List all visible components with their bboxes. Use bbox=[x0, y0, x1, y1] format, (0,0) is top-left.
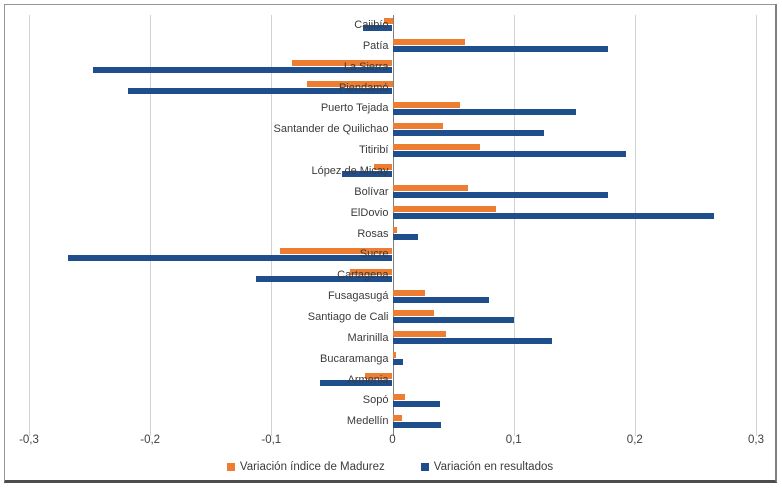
resultados-bar bbox=[392, 317, 514, 324]
resultados-bar bbox=[392, 233, 418, 240]
resultados-bar bbox=[363, 25, 393, 32]
plot-area: Cajibío Patía La Sierra Piendamó Puerto Teja… bbox=[29, 15, 757, 436]
madurez-bar bbox=[392, 289, 426, 296]
category-label: Sucre bbox=[359, 248, 389, 261]
resultados-bar bbox=[255, 275, 393, 282]
x-tick-label: 0,1 bbox=[505, 434, 522, 446]
resultados-bar bbox=[392, 213, 714, 220]
category-label: Santiago de Cali bbox=[307, 310, 389, 323]
madurez-bar bbox=[392, 143, 480, 150]
category-label: Rosas bbox=[357, 227, 389, 240]
gridline bbox=[29, 15, 30, 436]
gridline bbox=[271, 15, 273, 436]
resultados-bar bbox=[392, 192, 609, 199]
category-label: Patía bbox=[362, 39, 389, 52]
madurez-bar bbox=[392, 226, 398, 233]
gridline bbox=[634, 15, 636, 436]
resultados-bar bbox=[392, 296, 490, 303]
category-label: Medellín bbox=[346, 415, 389, 428]
figure-frame: Cajibío Patía La Sierra Piendamó Puerto Teja… bbox=[4, 4, 777, 483]
category-label: Titiribí bbox=[358, 144, 389, 157]
gridline bbox=[756, 15, 757, 436]
zero-axis-line bbox=[392, 15, 394, 436]
category-label: ElDovio bbox=[350, 206, 389, 219]
madurez-bar bbox=[392, 185, 468, 192]
x-tick-label: -0,1 bbox=[261, 434, 282, 446]
madurez-bar bbox=[279, 247, 393, 254]
category-label: Bucaramanga bbox=[320, 352, 389, 365]
category-label: Piendamó bbox=[338, 81, 389, 94]
madurez-bar bbox=[392, 101, 461, 108]
x-tick-label: 0 bbox=[389, 434, 396, 446]
category-label: Armenia bbox=[347, 373, 389, 386]
madurez-bar bbox=[392, 39, 466, 46]
resultados-bar bbox=[392, 338, 553, 345]
x-tick-label: -0,2 bbox=[140, 434, 161, 446]
resultados-bar bbox=[392, 400, 440, 407]
category-label: Fusagasugá bbox=[327, 290, 389, 303]
category-label: Marinilla bbox=[347, 331, 389, 344]
resultados-legend-swatch-icon bbox=[420, 463, 429, 471]
madurez-bar bbox=[306, 81, 393, 87]
category-label: Puerto Tejada bbox=[320, 102, 389, 115]
madurez-bar bbox=[392, 310, 434, 317]
madurez-bar bbox=[392, 414, 403, 421]
category-label: Cajibío bbox=[354, 19, 389, 31]
resultados-bar bbox=[93, 67, 393, 74]
madurez-bar bbox=[392, 206, 496, 213]
resultados-bar bbox=[392, 46, 609, 53]
resultados-bar bbox=[392, 150, 627, 157]
madurez-bar bbox=[350, 268, 393, 275]
resultados-bar bbox=[392, 421, 441, 428]
x-tick-label: -0,3 bbox=[19, 434, 39, 446]
legend-label: Variación en resultados bbox=[433, 461, 554, 473]
category-label: Sopó bbox=[362, 394, 389, 407]
resultados-bar bbox=[392, 108, 576, 115]
madurez-bar bbox=[384, 18, 393, 25]
resultados-bar bbox=[392, 359, 404, 365]
madurez-bar bbox=[392, 352, 397, 358]
resultados-bar bbox=[341, 171, 393, 178]
category-label: Santander de Quilichao bbox=[273, 123, 389, 136]
category-label: Cartagena bbox=[337, 269, 389, 282]
madurez-bar bbox=[291, 60, 393, 67]
legend-item: Variación índice de Madurez bbox=[226, 461, 385, 473]
category-label: López de Micay bbox=[311, 165, 389, 177]
madurez-bar bbox=[364, 372, 393, 379]
legend-item: Variación en resultados bbox=[420, 461, 554, 473]
resultados-bar bbox=[392, 129, 544, 136]
x-axis: -0,3 -0,2 -0,1 0 0,1 0,2 0,3 bbox=[19, 434, 764, 450]
x-tick-label: 0,3 bbox=[748, 434, 764, 446]
category-label: La Sierra bbox=[343, 60, 389, 73]
legend-label: Variación índice de Madurez bbox=[239, 461, 385, 473]
resultados-bar bbox=[319, 379, 393, 386]
madurez-legend-swatch-icon bbox=[226, 463, 235, 471]
legend: Variación índice de Madurez Variación en … bbox=[5, 459, 775, 475]
gridline bbox=[150, 15, 152, 436]
gridline bbox=[513, 15, 515, 436]
madurez-bar bbox=[374, 164, 393, 171]
madurez-bar bbox=[392, 393, 405, 400]
x-tick-label: 0,2 bbox=[626, 434, 643, 446]
madurez-bar bbox=[392, 331, 446, 338]
madurez-bar bbox=[392, 122, 444, 129]
resultados-bar bbox=[128, 88, 393, 94]
category-label: Bolívar bbox=[354, 185, 389, 198]
resultados-bar bbox=[67, 254, 393, 261]
